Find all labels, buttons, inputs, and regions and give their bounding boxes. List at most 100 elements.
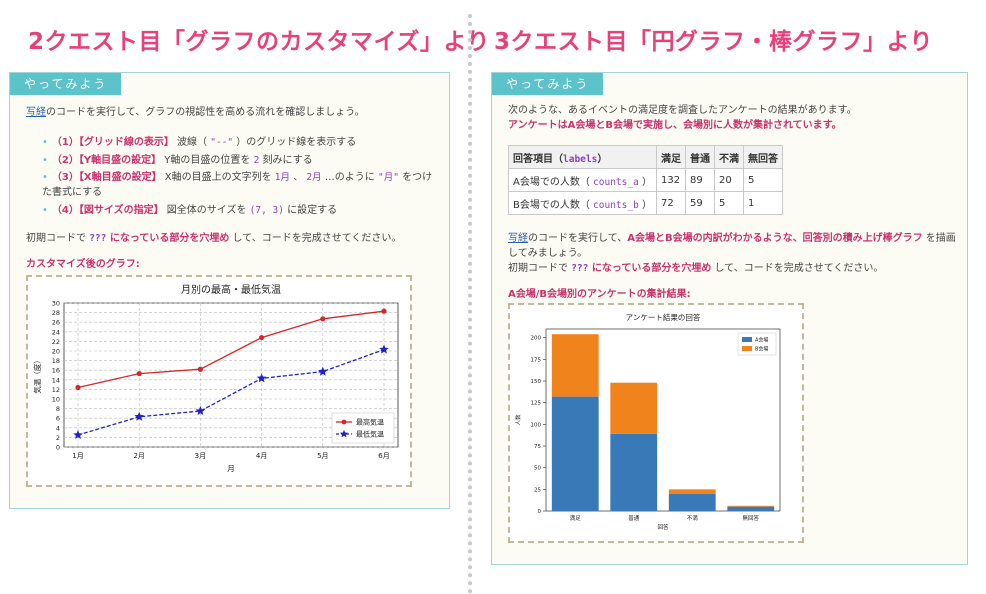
- bar-chart-ytick-label: 75: [534, 444, 541, 450]
- step-4-code: (7, 3): [249, 205, 284, 216]
- line-chart-ytick-label: 16: [52, 367, 60, 375]
- table-cell: 59: [685, 191, 715, 215]
- table-header-col: 満足: [656, 145, 686, 169]
- step-3-code3: "月": [377, 172, 399, 183]
- line-chart-ytick-label: 26: [52, 319, 60, 327]
- step-3-post: をつけた書式にする: [42, 172, 433, 198]
- line-chart-xtick-label: 1月: [72, 452, 83, 460]
- left-intro-text: のコードを実行して、グラフの視認性を高める流れを確認しましょう。: [46, 107, 365, 118]
- step-2-post: 刻みにする: [259, 155, 313, 166]
- left-step-3: • （3）【X軸目盛の設定】 X軸の目盛上の文字列を 1月 、 2月 …のように …: [42, 172, 433, 198]
- bar-chart-frame: アンケート結果の回答 0 25 50 75 100 125 150 175 200 満足 普通 不満 無回…: [508, 303, 804, 543]
- left-step-4: • （4）【図サイズの指定】 図全体のサイズを (7, 3) に設定する: [42, 205, 338, 216]
- line-chart-ytick-label: 2: [56, 434, 60, 442]
- line-chart-ytick-label: 14: [52, 376, 60, 384]
- line-point-circle: [320, 316, 326, 322]
- bar-chart-ytick-label: 0: [538, 509, 542, 515]
- legend-label: A会場: [755, 337, 768, 344]
- step-3-title: （3）【X軸目盛の設定】: [51, 172, 162, 183]
- table-header-col: 不満: [714, 145, 744, 169]
- right-result-label: A会場/B会場別のアンケートの集計結果:: [508, 289, 691, 300]
- right-instr-post: して、コードを完成させてください。: [711, 263, 884, 274]
- line-chart-title: 月別の最高・最低気温: [181, 283, 281, 296]
- stacked-bar-segment-b: [551, 334, 599, 397]
- right-desc-post: を描画してみましょう。: [508, 233, 956, 259]
- line-chart-ytick-label: 4: [56, 424, 60, 432]
- bar-chart-ytick-label: 25: [534, 487, 541, 493]
- table-cell: 132: [656, 168, 686, 192]
- left-instr-post: して、コードを完成させてください。: [229, 233, 402, 244]
- stacked-bar-segment-b: [727, 505, 775, 507]
- step-3-pre: X軸の目盛上の文字列を: [161, 172, 275, 183]
- bar-chart-xtick-label: 満足: [570, 515, 582, 522]
- table-row-label: A会場での人数（ counts_a ）: [508, 168, 657, 192]
- table-cell: 20: [714, 168, 744, 192]
- table-header-col: 無回答: [743, 145, 783, 169]
- bar-chart-ytick-label: 175: [531, 357, 542, 363]
- legend-star-marker: [340, 429, 348, 438]
- stacked-bar-segment-a: [551, 396, 599, 511]
- right-section-heading: 3クエスト目「円グラフ・棒グラフ」より: [494, 29, 934, 55]
- right-description: 写経のコードを実行して、A会場とB会場の内訳がわかるような、回答別の積み上げ棒グ…: [508, 231, 958, 261]
- stacked-bar-segment-b: [610, 382, 658, 434]
- stacked-bar-segment-a: [727, 506, 775, 511]
- line-chart-ytick-label: 24: [52, 328, 60, 336]
- bar-chart-ytick-label: 50: [534, 466, 541, 472]
- line-chart-xtick-label: 6月: [378, 452, 389, 460]
- line-chart-ytick-label: 6: [56, 415, 60, 423]
- stacked-bar-segment-a: [668, 493, 716, 511]
- line-chart-ytick-label: 30: [52, 300, 60, 308]
- line-point-circle: [75, 384, 81, 391]
- left-intro: 写経のコードを実行して、グラフの視認性を高める流れを確認しましょう。: [26, 105, 442, 120]
- step-1-pre: 波線（: [173, 137, 211, 148]
- table-row: B会場での人数（ counts_b ） 72 59 5 1: [508, 191, 783, 215]
- line-point-star: [73, 430, 83, 439]
- step-2-pre: Y軸の目盛の位置を: [161, 155, 254, 166]
- right-instr-q: ???: [571, 263, 589, 274]
- right-desc-link[interactable]: 写経: [508, 233, 528, 244]
- stacked-bar-segment-a: [610, 433, 658, 511]
- line-chart-xtick-label: 2月: [133, 452, 144, 460]
- step-3-mid: 、: [290, 172, 307, 183]
- line-point-star: [256, 373, 267, 383]
- left-step-1: • （1）【グリッド線の表示】 波線（ "--" ）のグリッド線を表示する: [42, 137, 357, 148]
- survey-table: 回答項目（labels） 満足 普通 不満 無回答 A会場での人数（ count…: [508, 145, 783, 215]
- table-cell: 5: [714, 191, 744, 215]
- line-series-1: [77, 310, 385, 389]
- step-4-pre: 図全体のサイズを: [163, 205, 250, 216]
- table-header-col: 普通: [685, 145, 715, 169]
- step-4-title: （4）【図サイズの指定】: [51, 205, 164, 216]
- line-chart-ytick-label: 22: [52, 338, 60, 346]
- line-point-star: [318, 366, 328, 376]
- right-instr-mid: になっている部分を穴埋め: [588, 263, 712, 274]
- line-point-circle: [259, 334, 265, 341]
- bar-chart-title: アンケート結果の回答: [626, 312, 701, 322]
- line-point-circle: [136, 370, 142, 377]
- line-chart-legend: [331, 412, 395, 444]
- bar-chart-xtick-label: 無回答: [742, 514, 759, 522]
- right-instruction: 初期コードで ??? になっている部分を穴埋め して、コードを完成させてください…: [508, 261, 958, 276]
- bar-chart-xtick-label: 普通: [628, 514, 640, 522]
- table-header-label: 回答項目（labels）: [508, 145, 657, 169]
- stacked-bar-segment-b: [668, 489, 716, 494]
- line-chart-ytick-label: 18: [52, 357, 60, 365]
- right-card-tab: やってみよう: [492, 73, 604, 95]
- left-intro-link[interactable]: 写経: [26, 107, 46, 118]
- table-row-label: B会場での人数（ counts_b ）: [508, 191, 657, 215]
- legend-label: 最高気温: [356, 418, 384, 427]
- left-section-heading: 2クエスト目「グラフのカスタマイズ」より: [28, 29, 490, 55]
- right-line-1: 次のような、あるイベントの満足度を調査したアンケートの結果があります。: [508, 105, 857, 116]
- step-2-title: （2）【Y軸目盛の設定】: [51, 155, 162, 166]
- right-exercise-card: やってみよう 次のような、あるイベントの満足度を調査したアンケートの結果がありま…: [491, 72, 968, 565]
- bar-chart-ylabel: 人数: [514, 414, 522, 426]
- line-chart-xtick-label: 5月: [317, 452, 328, 460]
- line-series-2: [77, 348, 385, 436]
- line-point-star: [134, 411, 144, 421]
- right-line-2: アンケートはA会場とB会場で実施し、会場別に人数が集計されています。: [508, 120, 842, 131]
- table-cell: 1: [743, 191, 783, 215]
- left-card-tab: やってみよう: [10, 73, 122, 95]
- step-3-mid2: …のように: [321, 172, 378, 183]
- left-instr-pre: 初期コードで: [26, 233, 90, 244]
- legend-color-swatch: [742, 346, 752, 351]
